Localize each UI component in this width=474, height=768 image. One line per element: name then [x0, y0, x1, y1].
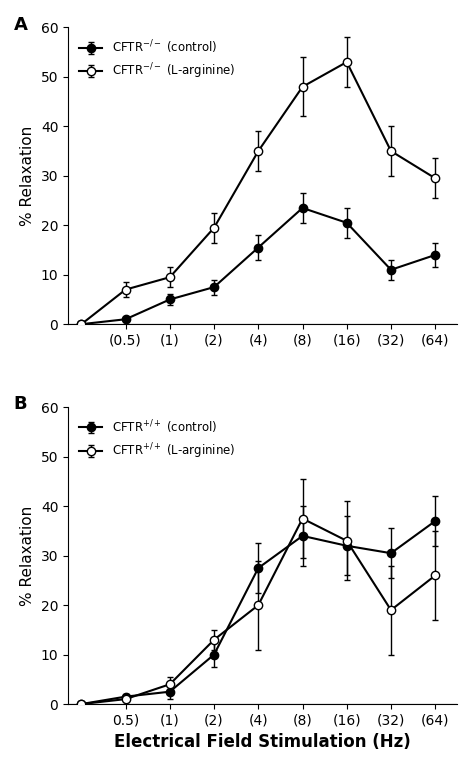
- Text: A: A: [14, 15, 27, 34]
- Y-axis label: % Relaxation: % Relaxation: [20, 505, 35, 606]
- Legend: CFTR$^{+/+}$ (control), CFTR$^{+/+}$ (L-arginine): CFTR$^{+/+}$ (control), CFTR$^{+/+}$ (L-…: [74, 413, 240, 465]
- Y-axis label: % Relaxation: % Relaxation: [20, 126, 35, 226]
- Legend: CFTR$^{-/-}$ (control), CFTR$^{-/-}$ (L-arginine): CFTR$^{-/-}$ (control), CFTR$^{-/-}$ (L-…: [74, 33, 240, 86]
- X-axis label: Electrical Field Stimulation (Hz): Electrical Field Stimulation (Hz): [114, 733, 411, 751]
- Text: B: B: [14, 396, 27, 413]
